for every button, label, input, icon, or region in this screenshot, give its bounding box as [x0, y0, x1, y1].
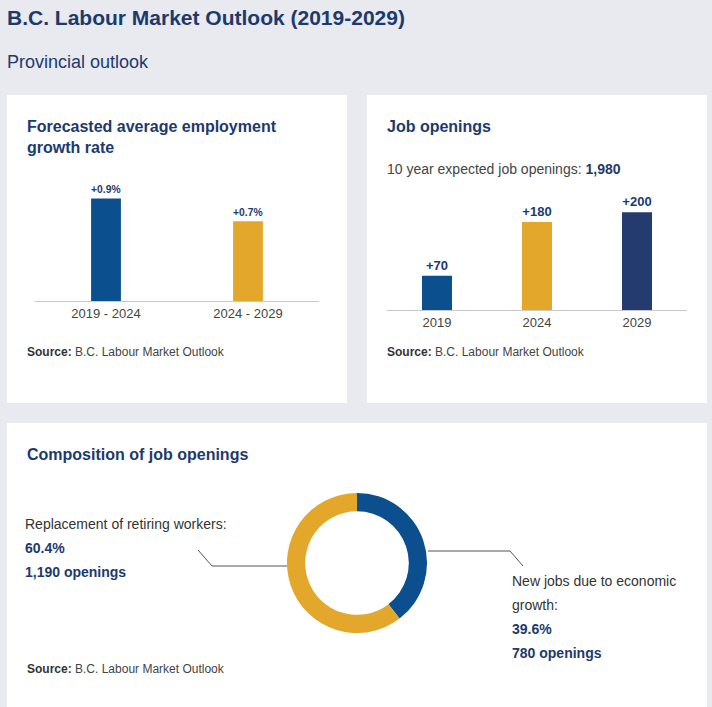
svg-text:+70: +70: [426, 258, 448, 273]
svg-text:+0.9%: +0.9%: [91, 184, 120, 195]
svg-text:2024 - 2029: 2024 - 2029: [213, 306, 282, 321]
html-text:10 year expected job openings:: 10 year expected job openings: 1,980: [387, 161, 621, 177]
html-text:Source: B.C. Labour Market Out: Source: B.C. Labour Market Outlook: [27, 662, 224, 676]
html-text:B.C. Labour Market Outlook (20: B.C. Labour Market Outlook (2019-2029): [7, 6, 405, 29]
html-text:780 openings: 780 openings: [512, 645, 602, 661]
svg-text:2029: 2029: [623, 315, 652, 330]
html-text:Replacement of retiring worker: Replacement of retiring workers:: [25, 516, 227, 532]
svg-text:+180: +180: [522, 204, 551, 219]
svg-text:+200: +200: [622, 194, 651, 209]
html-text:1,190 openings: 1,190 openings: [25, 564, 127, 580]
svg-text:+0.7%: +0.7%: [233, 207, 262, 218]
html-text:Source: B.C. Labour Market Out: Source: B.C. Labour Market Outlook: [27, 345, 224, 359]
html-text:Provincial outlook: Provincial outlook: [7, 52, 149, 72]
svg-text:2024: 2024: [523, 315, 552, 330]
html-text:Composition of job openings: Composition of job openings: [27, 446, 249, 463]
html-text:New jobs due to economic growt: New jobs due to economic growth:: [512, 573, 677, 613]
html-text:Source: B.C. Labour Market Out: Source: B.C. Labour Market Outlook: [387, 345, 584, 359]
html-text:Forecasted average employment: Forecasted average employment growth rat…: [27, 118, 276, 156]
html-text:Job openings: Job openings: [387, 118, 491, 135]
svg-text:2019: 2019: [423, 315, 452, 330]
svg-text:2019 - 2024: 2019 - 2024: [71, 306, 140, 321]
html-text:39.6%: 39.6%: [512, 621, 552, 637]
html-text:60.4%: 60.4%: [25, 540, 65, 556]
